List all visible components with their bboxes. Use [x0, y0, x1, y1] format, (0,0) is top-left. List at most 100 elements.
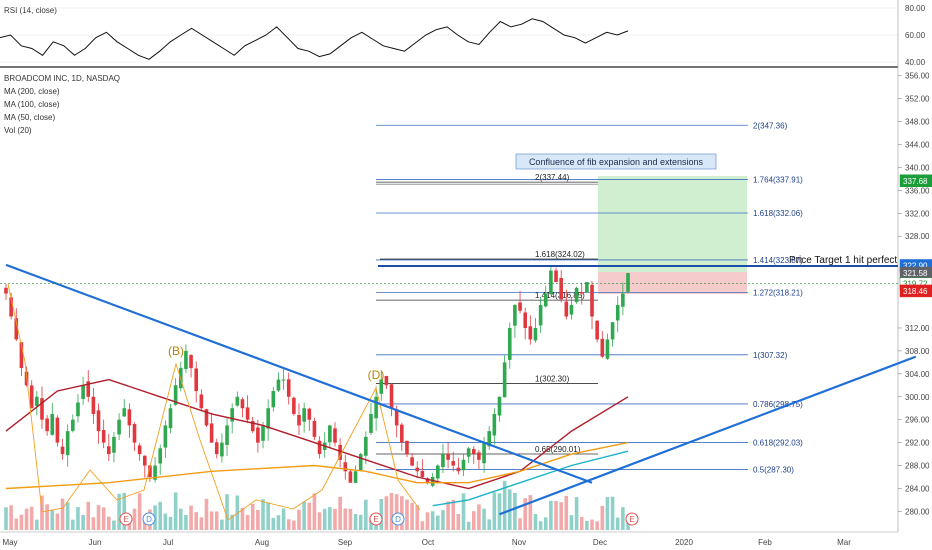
- candle-body[interactable]: [240, 399, 245, 409]
- candle-body[interactable]: [76, 402, 80, 417]
- candle-body[interactable]: [410, 457, 414, 466]
- event-marker-icon[interactable]: [369, 512, 383, 526]
- candle-body[interactable]: [40, 398, 44, 420]
- candle-body[interactable]: [142, 455, 147, 466]
- candle-body[interactable]: [358, 454, 363, 471]
- candle-body[interactable]: [343, 462, 348, 472]
- candle-body[interactable]: [374, 396, 378, 419]
- candle-body[interactable]: [369, 413, 373, 433]
- candle-body[interactable]: [4, 287, 8, 294]
- candle-body[interactable]: [543, 293, 548, 307]
- event-marker-icon[interactable]: [142, 512, 156, 526]
- candle-body[interactable]: [189, 354, 193, 369]
- candle-body[interactable]: [117, 419, 121, 435]
- candle-body[interactable]: [312, 421, 317, 437]
- candle-body[interactable]: [148, 465, 152, 478]
- candle-body[interactable]: [245, 407, 250, 420]
- candle-body[interactable]: [384, 375, 389, 386]
- candle-body[interactable]: [184, 350, 188, 369]
- candle-body[interactable]: [518, 302, 522, 311]
- trendline[interactable]: [5, 263, 593, 484]
- candle-body[interactable]: [523, 312, 527, 328]
- candle-body[interactable]: [317, 440, 322, 455]
- candle-body[interactable]: [281, 379, 286, 381]
- ma50-line[interactable]: [5, 378, 629, 490]
- candle-body[interactable]: [471, 449, 476, 455]
- candle-body[interactable]: [256, 427, 260, 443]
- candle-body[interactable]: [564, 301, 569, 317]
- candle-body[interactable]: [14, 318, 19, 340]
- candle-body[interactable]: [127, 409, 132, 426]
- candle-body[interactable]: [122, 408, 127, 417]
- candle-body[interactable]: [451, 461, 456, 466]
- candle-body[interactable]: [235, 396, 240, 406]
- candle-body[interactable]: [9, 297, 13, 317]
- candle-body[interactable]: [477, 452, 481, 460]
- candle-body[interactable]: [292, 397, 296, 414]
- candle-body[interactable]: [96, 410, 101, 432]
- ma100-line[interactable]: [5, 441, 629, 490]
- candle-body[interactable]: [615, 305, 620, 321]
- candle-body[interactable]: [364, 436, 368, 456]
- candle-body[interactable]: [107, 446, 111, 455]
- candle-body[interactable]: [513, 305, 517, 326]
- candle-body[interactable]: [466, 448, 471, 457]
- confluence-box[interactable]: [515, 153, 717, 170]
- candle-body[interactable]: [250, 420, 255, 432]
- candle-body[interactable]: [45, 418, 49, 432]
- candle-body[interactable]: [348, 471, 353, 483]
- candle-body[interactable]: [112, 436, 116, 453]
- candle-body[interactable]: [307, 408, 312, 420]
- candle-body[interactable]: [333, 428, 337, 443]
- candle-body[interactable]: [574, 287, 579, 303]
- candle-body[interactable]: [302, 408, 306, 422]
- candle-body[interactable]: [225, 425, 229, 445]
- candle-body[interactable]: [430, 477, 435, 486]
- candle-body[interactable]: [579, 292, 584, 294]
- candle-body[interactable]: [585, 282, 589, 293]
- candle-body[interactable]: [502, 362, 507, 398]
- candle-body[interactable]: [328, 425, 332, 443]
- candle-body[interactable]: [590, 284, 594, 317]
- candle-body[interactable]: [456, 467, 461, 472]
- candle-body[interactable]: [420, 471, 425, 478]
- candle-body[interactable]: [338, 444, 342, 460]
- candle-body[interactable]: [204, 409, 209, 426]
- candle-body[interactable]: [482, 442, 486, 464]
- candle-body[interactable]: [569, 305, 574, 315]
- candle-body[interactable]: [276, 379, 281, 391]
- candle-body[interactable]: [50, 413, 55, 435]
- candle-body[interactable]: [610, 322, 615, 340]
- candle-body[interactable]: [492, 413, 497, 436]
- candle-body[interactable]: [132, 424, 137, 443]
- candle-body[interactable]: [487, 431, 492, 447]
- candle-body[interactable]: [559, 277, 563, 300]
- event-marker-icon[interactable]: [119, 512, 133, 526]
- candle-body[interactable]: [400, 424, 404, 443]
- candle-body[interactable]: [153, 465, 157, 480]
- candle-body[interactable]: [220, 442, 224, 457]
- candle-body[interactable]: [35, 396, 39, 407]
- candle-body[interactable]: [81, 385, 85, 399]
- candle-body[interactable]: [286, 379, 291, 397]
- candle-body[interactable]: [461, 459, 466, 471]
- event-marker-icon[interactable]: [625, 512, 639, 526]
- candle-body[interactable]: [600, 338, 605, 357]
- candle-body[interactable]: [415, 467, 420, 472]
- candle-body[interactable]: [621, 293, 625, 307]
- candle-body[interactable]: [297, 415, 301, 426]
- candle-body[interactable]: [199, 394, 204, 409]
- candle-body[interactable]: [214, 442, 219, 455]
- candle-body[interactable]: [86, 381, 91, 397]
- candle-body[interactable]: [497, 396, 502, 416]
- candle-body[interactable]: [168, 408, 173, 429]
- candle-body[interactable]: [91, 396, 96, 414]
- candle-body[interactable]: [55, 417, 60, 443]
- event-marker-icon[interactable]: [391, 512, 405, 526]
- candle-body[interactable]: [425, 478, 430, 483]
- target-profit-zone[interactable]: [598, 176, 747, 272]
- candle-body[interactable]: [101, 429, 106, 443]
- candle-body[interactable]: [436, 465, 440, 479]
- candle-body[interactable]: [405, 440, 409, 455]
